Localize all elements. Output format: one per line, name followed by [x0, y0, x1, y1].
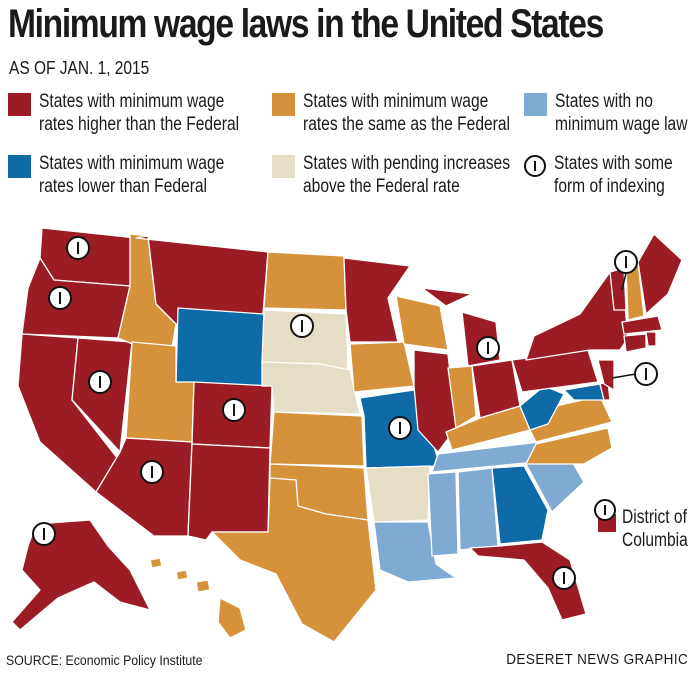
state-me — [637, 233, 683, 315]
state-ny — [525, 271, 629, 361]
indexing-icon — [48, 286, 72, 310]
legend-none: States with no minimum wage law — [524, 90, 696, 136]
page-title: Minimum wage laws in the United States — [8, 2, 604, 46]
dc-label: District of Columbia — [622, 507, 688, 551]
state-ks — [269, 411, 365, 467]
state-ms — [427, 471, 459, 557]
credit-note: DESERET NEWS GRAPHIC — [505, 651, 688, 668]
state-fl — [469, 541, 587, 621]
indexing-icon — [388, 416, 412, 440]
indexing-icon — [634, 362, 658, 386]
source-note: SOURCE: Economic Policy Institute — [6, 652, 203, 668]
state-la — [373, 521, 457, 583]
state-nj — [597, 359, 615, 391]
legend-label-higher: States with minimum wage rates higher tha… — [39, 91, 240, 135]
indexing-markers — [32, 236, 658, 590]
legend-swatch-higher — [8, 93, 31, 116]
legend-indexing: States with some form of indexing — [524, 152, 696, 198]
us-map — [11, 227, 683, 643]
state-md — [563, 383, 605, 401]
state-ar — [365, 465, 431, 523]
state-nc — [525, 427, 613, 465]
legend-label-pending: States with pending increases above the F… — [303, 153, 510, 197]
indexing-icon — [88, 370, 112, 394]
state-ri — [645, 331, 657, 347]
legend-swatch-same — [272, 93, 295, 116]
state-hi — [149, 557, 247, 639]
state-wy — [175, 307, 265, 387]
indexing-icon — [140, 460, 164, 484]
state-tx — [211, 477, 377, 643]
indexing-icon — [476, 336, 500, 360]
state-ne — [261, 361, 361, 415]
indexing-icon — [290, 314, 314, 338]
state-ak — [11, 519, 151, 631]
indexing-icon — [594, 499, 616, 521]
state-ct — [623, 333, 647, 353]
indexing-icon — [32, 522, 56, 546]
legend-label-none: States with no minimum wage law — [555, 91, 688, 135]
state-ga — [491, 465, 549, 545]
legend-lower: States with minimum wage rates lower than… — [8, 152, 265, 198]
state-pa — [511, 349, 599, 393]
legend-label-lower: States with minimum wage rates lower than… — [39, 153, 225, 197]
state-wi — [395, 295, 449, 351]
state-nm — [187, 443, 271, 541]
state-ia — [349, 341, 415, 393]
state-ma — [621, 315, 663, 335]
indexing-icon — [66, 236, 90, 260]
legend-label-same: States with minimum wage rates the same a… — [303, 91, 510, 135]
indexing-icon — [614, 250, 638, 274]
state-nd — [263, 251, 347, 311]
indexing-icon — [524, 155, 546, 177]
state-in — [447, 365, 477, 429]
legend-swatch-none — [524, 93, 547, 116]
legend-swatch-lower — [8, 155, 31, 178]
state-il — [413, 349, 457, 453]
legend-label-indexing: States with some form of indexing — [554, 153, 673, 197]
state-al — [457, 467, 499, 551]
indexing-icon — [222, 398, 246, 422]
legend-same: States with minimum wage rates the same a… — [272, 90, 555, 136]
indexing-icon — [552, 566, 576, 590]
legend-swatch-pending — [272, 155, 295, 178]
page-subtitle: AS OF JAN. 1, 2015 — [9, 58, 150, 78]
state-wa — [39, 227, 137, 287]
legend-higher: States with minimum wage rates higher tha… — [8, 90, 283, 136]
legend-pending: States with pending increases above the F… — [272, 152, 555, 198]
state-az — [95, 437, 193, 537]
